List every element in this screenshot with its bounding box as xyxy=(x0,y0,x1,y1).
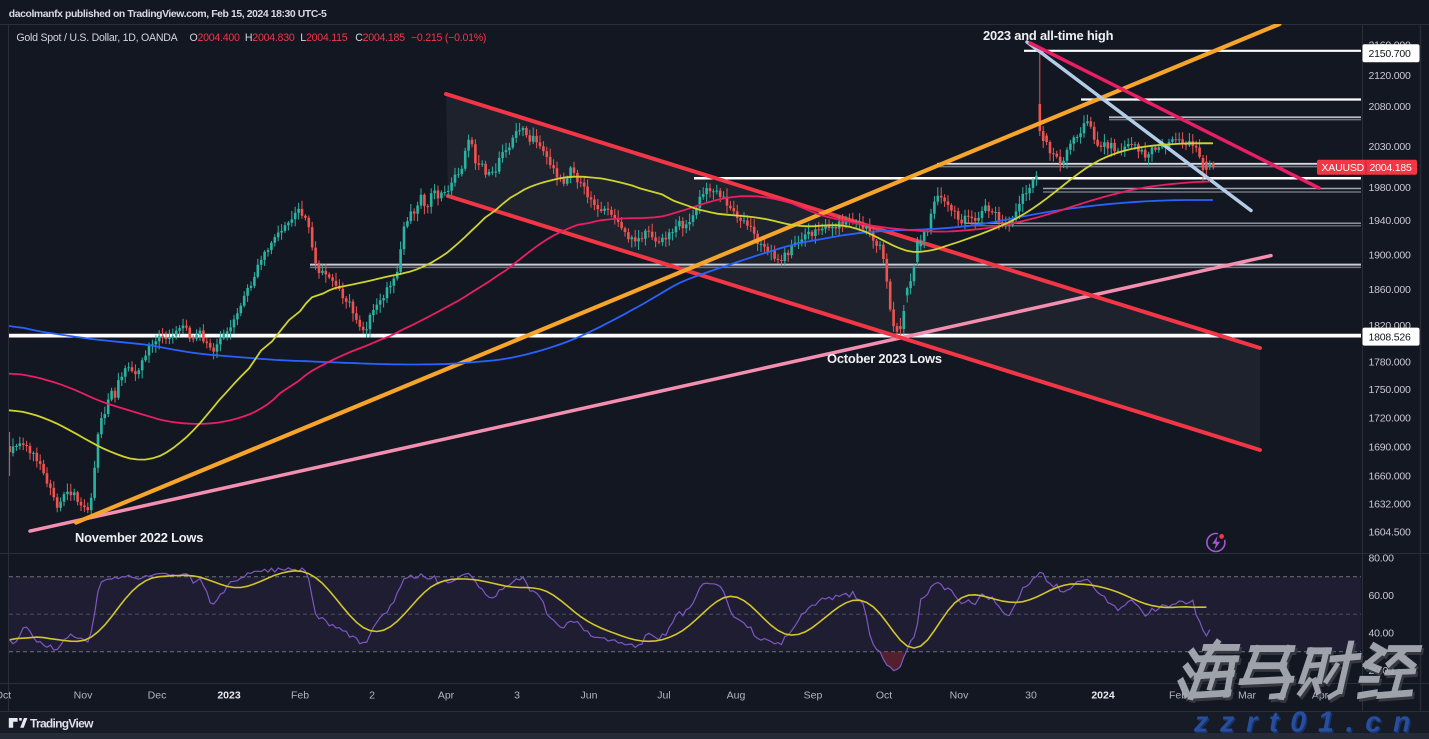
svg-text:1604.500: 1604.500 xyxy=(1369,526,1412,538)
svg-text:Oct: Oct xyxy=(876,690,892,702)
svg-text:1860.000: 1860.000 xyxy=(1369,284,1412,296)
svg-text:TradingView: TradingView xyxy=(30,717,94,731)
svg-text:30: 30 xyxy=(1025,690,1037,702)
svg-text:1980.000: 1980.000 xyxy=(1369,182,1412,194)
svg-text:Sep: Sep xyxy=(804,690,823,702)
svg-text:Apr: Apr xyxy=(438,690,455,702)
svg-text:Feb: Feb xyxy=(291,690,309,702)
svg-text:Nov: Nov xyxy=(74,690,93,702)
svg-text:1940.000: 1940.000 xyxy=(1369,215,1412,227)
svg-text:2150.700: 2150.700 xyxy=(1369,48,1412,60)
svg-text:October 2023 Lows: October 2023 Lows xyxy=(827,351,942,366)
svg-text:Oct: Oct xyxy=(0,690,11,702)
svg-text:Jul: Jul xyxy=(657,690,670,702)
svg-text:1750.000: 1750.000 xyxy=(1369,384,1412,396)
svg-text:Dec: Dec xyxy=(148,690,167,702)
svg-text:3: 3 xyxy=(514,690,520,702)
svg-text:Mar: Mar xyxy=(1238,690,1257,702)
svg-text:80.00: 80.00 xyxy=(1369,553,1395,565)
svg-text:1690.000: 1690.000 xyxy=(1369,441,1412,453)
svg-text:1780.000: 1780.000 xyxy=(1369,356,1412,368)
svg-text:dacolmanfx published on Tradin: dacolmanfx published on TradingView.com,… xyxy=(9,9,327,20)
svg-text:Aug: Aug xyxy=(727,690,746,702)
svg-text:November 2022 Lows: November 2022 Lows xyxy=(75,530,203,545)
svg-text:1632.000: 1632.000 xyxy=(1369,499,1412,511)
svg-text:2: 2 xyxy=(369,690,375,702)
svg-text:XAUUSD: XAUUSD xyxy=(1322,162,1365,174)
svg-text:1900.000: 1900.000 xyxy=(1369,249,1412,261)
svg-text:Gold Spot / U.S. Dollar, 1D, O: Gold Spot / U.S. Dollar, 1D, OANDA O2004.… xyxy=(16,32,486,44)
svg-text:2120.000: 2120.000 xyxy=(1369,70,1412,82)
svg-text:1808.526: 1808.526 xyxy=(1369,331,1412,343)
svg-text:2004.185: 2004.185 xyxy=(1370,162,1413,174)
svg-text:40.00: 40.00 xyxy=(1369,628,1395,640)
svg-text:1720.000: 1720.000 xyxy=(1369,412,1412,424)
svg-text:2023: 2023 xyxy=(217,690,241,702)
svg-text:2080.000: 2080.000 xyxy=(1369,101,1412,113)
svg-text:60.00: 60.00 xyxy=(1369,590,1395,602)
svg-text:2024: 2024 xyxy=(1091,690,1115,702)
svg-text:Nov: Nov xyxy=(950,690,969,702)
svg-text:Jun: Jun xyxy=(581,690,598,702)
svg-text:2023 and all-time high: 2023 and all-time high xyxy=(983,28,1114,43)
svg-text:2030.000: 2030.000 xyxy=(1369,141,1412,153)
svg-text:zzrt01.cn: zzrt01.cn xyxy=(1195,708,1424,739)
svg-text:1660.000: 1660.000 xyxy=(1369,471,1412,483)
svg-text:zzrt01.cn: zzrt01.cn xyxy=(1193,707,1422,739)
